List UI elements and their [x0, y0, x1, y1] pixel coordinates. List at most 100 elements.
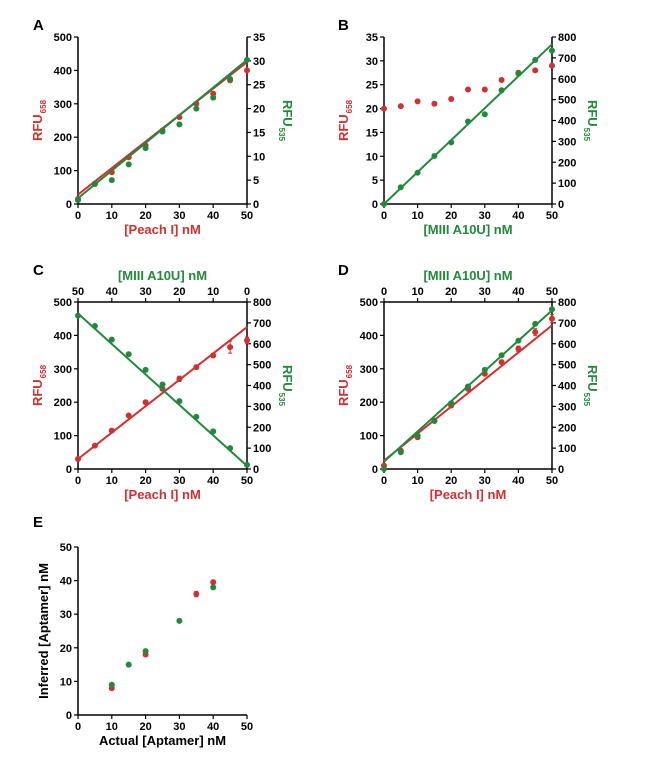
- data-point: [125, 661, 132, 668]
- data-point: [498, 359, 505, 366]
- data-point: [465, 383, 471, 390]
- bottom-tick-label: 10: [411, 210, 423, 222]
- data-point: [414, 98, 421, 105]
- data-point: [549, 62, 555, 69]
- right-tick-label: 800: [558, 297, 576, 309]
- left-tick-label: 15: [366, 127, 378, 139]
- data-point: [193, 413, 200, 420]
- data-point: [210, 584, 217, 591]
- data-point: [397, 449, 404, 456]
- data-point: [210, 579, 217, 586]
- right-tick-label: 100: [558, 443, 576, 455]
- data-point: [515, 70, 522, 77]
- left-axis-label-text: RFU: [336, 379, 351, 406]
- left-tick-label: 300: [54, 364, 72, 376]
- left-tick-label: 35: [366, 32, 378, 44]
- left-axis-label-subscript: 658: [39, 364, 48, 378]
- left-axis-label: RFU658: [30, 99, 48, 141]
- right-tick-label: 700: [558, 53, 576, 65]
- bottom-tick-label: 50: [241, 721, 253, 733]
- data-point: [414, 169, 421, 176]
- right-tick-label: 15: [253, 127, 265, 139]
- data-point: [176, 398, 183, 405]
- data-point: [227, 445, 234, 452]
- data-point: [91, 442, 98, 449]
- panel-letter: B: [338, 17, 349, 34]
- left-tick-label: 200: [360, 397, 378, 409]
- data-point: [125, 161, 132, 168]
- top-tick-label: 40: [106, 286, 118, 298]
- left-tick-label: 10: [366, 151, 378, 163]
- bottom-tick-label: 50: [546, 475, 558, 487]
- data-point: [227, 344, 234, 351]
- bottom-tick-label: 40: [512, 475, 524, 487]
- right-tick-label: 300: [253, 401, 271, 413]
- left-tick-label: 200: [54, 397, 72, 409]
- panel-letter: E: [33, 514, 43, 531]
- data-point: [91, 180, 98, 187]
- bottom-tick-label: 20: [445, 210, 457, 222]
- right-tick-label: 200: [558, 157, 576, 169]
- data-point: [381, 201, 387, 207]
- right-tick-label: 0: [253, 464, 259, 476]
- top-tick-label: 30: [139, 286, 151, 298]
- bottom-tick-label: 30: [479, 210, 491, 222]
- right-axis-label-subscript: 535: [277, 393, 286, 407]
- right-tick-label: 700: [253, 318, 271, 330]
- right-tick-label: 0: [558, 199, 564, 211]
- data-point: [397, 103, 404, 110]
- left-tick-label: 0: [66, 464, 72, 476]
- left-tick-label: 0: [372, 199, 378, 211]
- data-point: [75, 312, 81, 319]
- data-point: [397, 184, 404, 191]
- bottom-tick-label: 0: [381, 475, 387, 487]
- right-axis-label: RFU535: [582, 100, 600, 142]
- data-point: [142, 399, 149, 406]
- data-point: [549, 315, 555, 322]
- bottom-tick-label: 40: [207, 475, 219, 487]
- data-point: [210, 352, 217, 359]
- fit-line: [77, 312, 248, 467]
- left-tick-label: 20: [60, 643, 72, 655]
- right-tick-label: 5: [253, 175, 259, 187]
- bottom-tick-label: 40: [207, 721, 219, 733]
- data-point: [515, 337, 522, 344]
- left-axis-label-text: RFU: [336, 114, 351, 141]
- data-point: [431, 152, 438, 159]
- series-red: [75, 326, 250, 462]
- data-point: [549, 306, 555, 313]
- left-tick-label: 100: [54, 166, 72, 178]
- bottom-tick-label: 0: [75, 210, 81, 222]
- bottom-tick-label: 0: [75, 721, 81, 733]
- data-point: [159, 128, 166, 135]
- series-green: [108, 584, 217, 688]
- right-axis-label-text: RFU: [280, 365, 295, 392]
- right-tick-label: 25: [253, 80, 265, 92]
- right-tick-label: 600: [253, 339, 271, 351]
- left-tick-label: 30: [60, 609, 72, 621]
- data-point: [210, 94, 217, 101]
- bottom-tick-label: 20: [139, 721, 151, 733]
- left-tick-label: 20: [366, 104, 378, 116]
- data-point: [108, 177, 115, 184]
- top-tick-label: 30: [479, 286, 491, 298]
- right-tick-label: 300: [558, 401, 576, 413]
- data-point: [431, 417, 438, 424]
- right-tick-label: 100: [253, 443, 271, 455]
- panel-d: D0100200300400500RFU65801002003004005006…: [336, 262, 600, 502]
- data-point: [108, 427, 115, 434]
- data-point: [159, 381, 166, 388]
- series-green: [381, 306, 555, 472]
- bottom-tick-label: 40: [207, 210, 219, 222]
- right-tick-label: 600: [558, 339, 576, 351]
- right-tick-label: 500: [558, 95, 576, 107]
- right-tick-label: 10: [253, 151, 265, 163]
- data-point: [193, 105, 200, 112]
- right-tick-label: 100: [558, 178, 576, 190]
- left-tick-label: 25: [366, 80, 378, 92]
- panel-letter: A: [33, 17, 44, 34]
- data-point: [193, 591, 200, 598]
- data-point: [244, 56, 250, 63]
- right-tick-label: 400: [558, 116, 576, 128]
